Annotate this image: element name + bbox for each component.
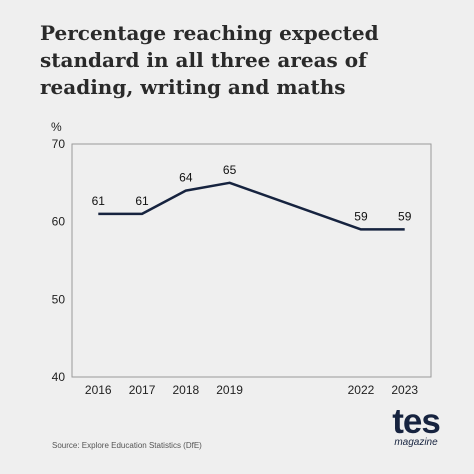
tes-magazine-logo: tes magazine	[384, 402, 448, 448]
x-tick-label: 2017	[129, 383, 156, 397]
y-tick-label: 50	[52, 292, 66, 306]
logo-sub-text: magazine	[394, 437, 438, 448]
y-tick-labels: 40 50 60 70	[52, 137, 66, 384]
data-label: 61	[135, 194, 149, 208]
title-line-2: standard in all three areas of	[40, 48, 367, 72]
chart-title: Percentage reaching expected standard in…	[40, 20, 440, 101]
title-line-1: Percentage reaching expected	[40, 21, 379, 45]
data-labels: 61 61 64 65 59 59	[92, 163, 412, 224]
data-label: 65	[223, 163, 237, 177]
y-tick-label: 40	[52, 370, 66, 384]
x-tick-labels: 2016 2017 2018 2019 2022 2023	[85, 383, 418, 397]
data-label: 59	[354, 209, 368, 223]
x-tick-label: 2023	[391, 383, 418, 397]
series-line	[98, 181, 405, 231]
data-label: 64	[179, 171, 193, 185]
logo-main-text: tes	[392, 402, 441, 441]
data-label: 59	[398, 209, 412, 223]
x-tick-label: 2022	[348, 383, 375, 397]
y-axis-unit-label: %	[51, 120, 62, 134]
x-tick-label: 2019	[216, 383, 243, 397]
plot-frame-group	[71, 143, 432, 378]
plot-frame	[71, 143, 432, 378]
y-tick-label: 70	[52, 137, 66, 151]
source-note: Source: Explore Education Statistics (Df…	[52, 441, 202, 450]
x-tick-label: 2016	[85, 383, 112, 397]
title-line-3: reading, writing and maths	[40, 75, 346, 99]
x-tick-label: 2018	[172, 383, 199, 397]
y-tick-label: 60	[52, 215, 66, 229]
data-label: 61	[92, 194, 106, 208]
